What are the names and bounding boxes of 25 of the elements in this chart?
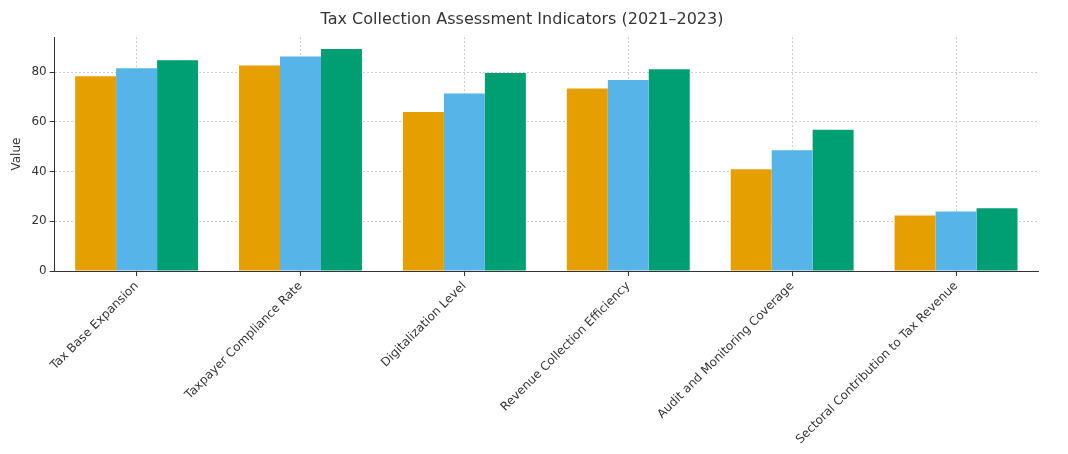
bar [730, 169, 772, 271]
bar [648, 69, 690, 271]
bar [566, 88, 608, 271]
bar [976, 208, 1018, 271]
bar [935, 211, 977, 271]
bar [280, 56, 321, 271]
bar [320, 48, 362, 271]
bar [812, 129, 854, 271]
bar [443, 93, 485, 271]
y-axis-title: Value [9, 137, 24, 171]
bar [157, 60, 199, 271]
y-tick-label: 0 [39, 263, 47, 278]
bar [484, 73, 526, 271]
bar [75, 76, 117, 271]
chart-title: Tax Collection Assessment Indicators (2021–2023) [319, 8, 724, 28]
bar [402, 112, 444, 271]
bar [116, 68, 158, 271]
bar [607, 79, 649, 271]
bar [771, 150, 813, 271]
y-tick-label: 80 [31, 64, 47, 79]
y-tick-label: 40 [31, 163, 47, 178]
y-tick-label: 20 [31, 213, 47, 228]
y-tick-label: 60 [31, 113, 47, 128]
bar [239, 65, 281, 271]
bar [894, 215, 936, 271]
